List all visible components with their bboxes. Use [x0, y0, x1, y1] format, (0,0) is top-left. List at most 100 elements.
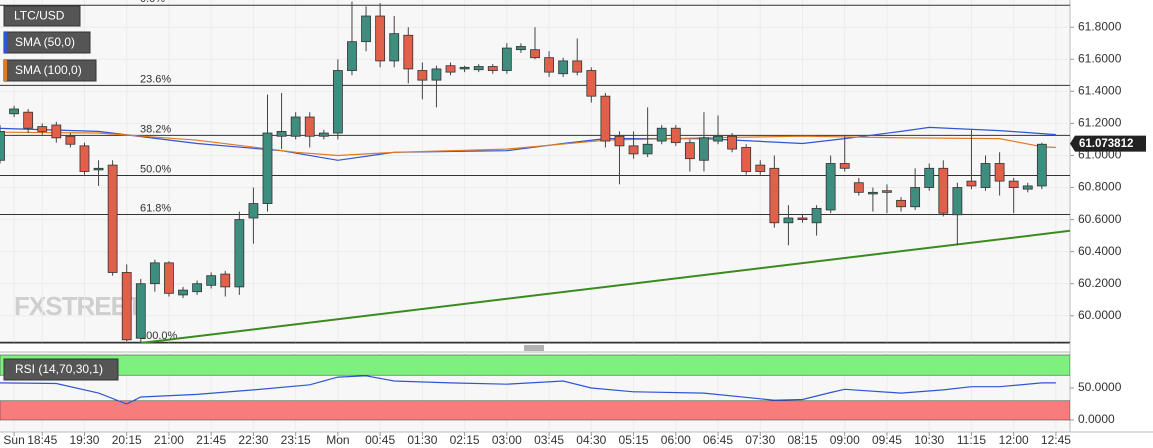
legend-title: LTC/USD [14, 9, 65, 23]
candle-body [1036, 143, 1047, 187]
candle-body [994, 163, 1005, 182]
candle-body [839, 163, 850, 169]
candle-body [220, 273, 231, 288]
candle-body [178, 289, 188, 296]
candle-body [0, 131, 5, 161]
candle-body [614, 135, 625, 147]
candle-body [952, 187, 963, 216]
y-tick-label: 60.6000 [1078, 212, 1122, 226]
candle-body [37, 126, 48, 132]
candle-body [980, 163, 991, 188]
candle-body [234, 219, 245, 288]
candle-body [375, 15, 386, 62]
candle-body [572, 60, 583, 73]
x-tick-label: 22:30 [238, 433, 268, 447]
y-tick-label: 50.0000 [1078, 380, 1122, 394]
candle-body [79, 145, 90, 172]
candle-body [262, 132, 273, 204]
trendline [140, 229, 1070, 343]
candle-body [192, 283, 203, 293]
candle-body [347, 41, 357, 71]
candle-body [755, 164, 766, 172]
x-tick-label: 02:15 [450, 433, 480, 447]
candle-body [459, 66, 470, 70]
x-tick-label: 09:00 [830, 433, 860, 447]
candle-body [318, 132, 329, 137]
x-tick-label: 07:30 [745, 433, 775, 447]
candle-body [670, 127, 681, 144]
candle-body [825, 163, 836, 211]
candle-body [811, 207, 822, 224]
candle-body [516, 46, 526, 51]
x-tick-label: 06:45 [703, 433, 733, 447]
x-tick-label: 10:30 [914, 433, 944, 447]
x-tick-label: 11:15 [957, 433, 986, 447]
price-label: 61.073812 [1079, 138, 1133, 150]
candle-body [276, 131, 287, 137]
y-tick-label: 60.4000 [1078, 244, 1122, 258]
y-tick-label: 61.6000 [1078, 51, 1122, 65]
fib-label: 61.8% [140, 202, 171, 214]
price-box [1075, 135, 1146, 152]
candle-body [135, 283, 146, 339]
candle-body [853, 182, 864, 193]
candle-body [642, 143, 653, 155]
rsi-line [0, 375, 1056, 405]
x-tick-label: 09:45 [872, 433, 902, 447]
fib-label: 38.2% [140, 123, 171, 135]
x-tick-label: Mon [326, 433, 349, 447]
candle-body [487, 66, 498, 71]
candle-body [290, 116, 301, 137]
y-tick-label: 60.0000 [1078, 308, 1122, 322]
candle-body [501, 47, 512, 71]
x-tick-label: 05:15 [619, 433, 649, 447]
x-tick-label: 21:00 [154, 433, 184, 447]
candle-body [65, 135, 76, 145]
candle-body [389, 33, 400, 62]
candle-body [558, 60, 569, 75]
legend-box[interactable] [3, 5, 81, 27]
candle-body [51, 124, 62, 139]
candle-body [530, 49, 540, 59]
oversold-zone [0, 400, 1070, 421]
candle-body [684, 142, 695, 160]
sma-line [0, 131, 1056, 157]
candle-body [783, 217, 794, 224]
fib-label: 23.6% [140, 73, 171, 85]
candle-body [910, 187, 921, 208]
x-tick-label: 12:00 [999, 433, 1029, 447]
legend-box[interactable] [3, 358, 119, 381]
x-tick-label: 04:30 [576, 433, 606, 447]
candle-body [544, 57, 554, 73]
price-pointer [1070, 135, 1075, 152]
resize-handle[interactable] [524, 345, 544, 351]
candle-body [882, 190, 892, 193]
x-tick-label: 23:15 [281, 433, 311, 447]
candle-body [797, 217, 808, 220]
candle-body [9, 108, 19, 115]
x-tick-label: 03:45 [534, 433, 564, 447]
y-tick-label: 60.8000 [1078, 180, 1122, 194]
candle-body [107, 164, 118, 273]
candle-body [713, 135, 723, 142]
y-tick-label: 61.2000 [1078, 116, 1122, 130]
candle-body [867, 191, 878, 195]
candle-body [403, 34, 414, 70]
candle-body [586, 70, 597, 97]
candle-body [628, 145, 639, 155]
candle-body [332, 70, 343, 134]
x-tick-label: 19:30 [69, 433, 99, 447]
x-tick-label: 12:45 [1041, 433, 1071, 447]
x-tick-label: 18:45 [27, 433, 57, 447]
candle-body [206, 275, 217, 286]
y-tick-label: 61.4000 [1078, 84, 1122, 98]
candle-body [769, 167, 780, 224]
candle-body [417, 70, 428, 81]
candle-body [656, 127, 667, 142]
candle-body [431, 68, 442, 81]
candle-body [600, 95, 611, 142]
candle-body [473, 66, 484, 71]
candle-body [445, 65, 456, 73]
legend-swatch [4, 60, 7, 81]
